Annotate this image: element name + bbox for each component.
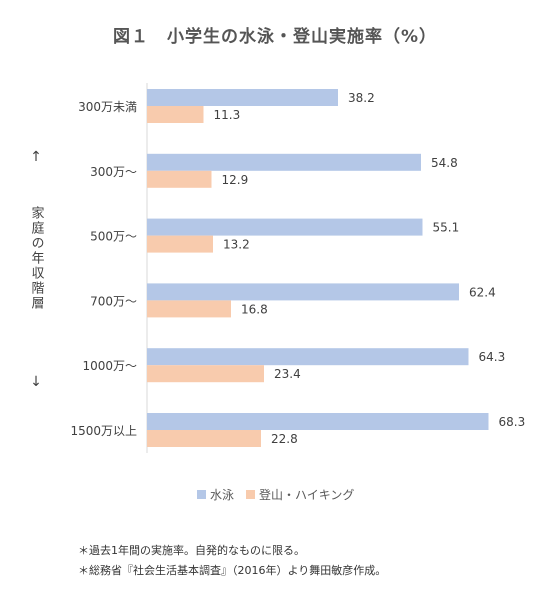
data-label-hiking: 11.3 (214, 108, 241, 122)
bar-swim (147, 348, 469, 366)
footnotes: ＊過去1年間の実施率。自発的なものに限る。 ＊総務省『社会生活基本調査』（201… (78, 541, 386, 581)
category-label: 1000万〜 (82, 359, 137, 373)
data-label-swim: 55.1 (433, 221, 460, 235)
up-arrow-icon: ↑ (30, 149, 42, 165)
data-label-swim: 38.2 (348, 91, 375, 105)
bar-swim (147, 153, 421, 171)
bar-swim (147, 283, 459, 301)
bar-swim (147, 413, 489, 430)
legend-item-swim: 水泳 (197, 486, 234, 503)
legend-label-hiking: 登山・ハイキング (259, 488, 355, 502)
legend-item-hiking: 登山・ハイキング (246, 486, 354, 503)
bar-swim (147, 89, 338, 106)
bar-hiking (147, 106, 204, 123)
category-label: 700万〜 (90, 294, 137, 308)
data-label-swim: 68.3 (499, 415, 526, 429)
chart-title: 図１ 小学生の水泳・登山実施率（%） (112, 27, 438, 47)
down-arrow-icon: ↓ (30, 374, 42, 390)
bar-hiking (147, 235, 213, 253)
category-label: 300万未満 (78, 100, 137, 114)
data-label-hiking: 12.9 (222, 173, 249, 187)
legend-swatch-hiking (246, 490, 256, 499)
legend-swatch-swim (197, 490, 206, 499)
chart-legend: 水泳 登山・ハイキング (197, 486, 366, 503)
bar-hiking (147, 365, 264, 383)
y-axis-title: 家庭の年収階層 (29, 205, 45, 311)
footnote-2: ＊総務省『社会生活基本調査』（2016年）より舞田敏彦作成。 (78, 564, 387, 577)
bar-swim (147, 218, 423, 236)
data-label-hiking: 23.4 (274, 367, 301, 381)
data-label-hiking: 22.8 (271, 432, 298, 446)
bar-hiking (147, 300, 231, 318)
legend-label-swim: 水泳 (210, 488, 235, 502)
category-label: 500万〜 (90, 230, 137, 244)
data-label-hiking: 13.2 (223, 238, 250, 252)
data-label-hiking: 16.8 (241, 302, 268, 316)
data-label-swim: 64.3 (479, 350, 506, 364)
footnote-1: ＊過去1年間の実施率。自発的なものに限る。 (78, 544, 305, 557)
bar-hiking (147, 170, 212, 188)
data-label-swim: 54.8 (431, 156, 458, 170)
category-label: 300万〜 (90, 165, 137, 179)
data-label-swim: 62.4 (469, 285, 496, 299)
bar-hiking (147, 430, 261, 447)
category-label: 1500万以上 (70, 424, 137, 438)
